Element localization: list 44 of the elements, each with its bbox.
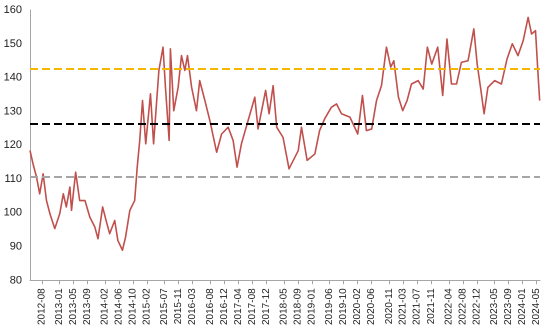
x-tick-label: 2022-04	[443, 288, 454, 326]
y-tick-label: 80	[10, 274, 22, 286]
x-tick-label: 2019-06	[324, 288, 335, 326]
x-tick-label: 2018-05	[278, 288, 290, 326]
x-tick-label: 2016-12	[218, 288, 230, 326]
x-tick-label: 2017-08	[246, 288, 258, 326]
x-tick-label: 2021-07	[412, 288, 423, 326]
x-tick-label: 2020-02	[352, 288, 364, 326]
x-tick-label: 2019-10	[338, 288, 350, 326]
x-tick-label: 2024-05	[531, 288, 542, 326]
x-tick-label: 2021-03	[398, 288, 409, 326]
x-tick-label: 2021-11	[426, 288, 437, 324]
x-tick-label: 2013-05	[68, 288, 79, 326]
y-tick-label: 130	[4, 105, 22, 118]
x-tick-label: 2013-01	[54, 288, 66, 326]
x-tick-label: 2013-09	[82, 288, 94, 326]
y-tick-label: 140	[4, 72, 22, 84]
x-tick-label: 2015-02	[142, 288, 153, 326]
x-tick-label: 2016-08	[204, 288, 216, 326]
x-tick-label: 2022-12	[471, 288, 482, 326]
x-tick-label: 2023-09	[503, 288, 514, 326]
x-tick-label: 2017-04	[232, 288, 244, 326]
y-tick-label: 100	[4, 206, 22, 219]
x-tick-label: 2017-12	[260, 288, 272, 326]
line-series	[29, 16, 540, 252]
x-tick-label: 2014-02	[100, 288, 111, 326]
y-tick-label: 150	[4, 38, 22, 50]
x-tick-label: 2023-05	[488, 288, 500, 326]
x-tick-label: 2015-11	[173, 288, 184, 324]
x-tick-label: 2022-08	[457, 288, 468, 326]
x-tick-label: 2016-03	[187, 288, 198, 326]
y-tick-label: 90	[10, 240, 22, 253]
y-tick-label: 120	[4, 139, 22, 152]
y-tick-label: 160	[4, 4, 22, 16]
x-tick-label: 2014-06	[113, 288, 124, 326]
y-tick-label: 110	[4, 172, 22, 185]
x-tick-label: 2012-08	[36, 288, 48, 326]
x-tick-label: 2020-11	[384, 288, 395, 324]
x-tick-label: 2014-10	[128, 288, 139, 326]
x-tick-label: 2015-07	[159, 288, 170, 326]
x-tick-label: 2020-06	[366, 288, 378, 326]
x-tick-label: 2019-01	[306, 288, 318, 326]
x-tick-label: 2018-09	[292, 288, 304, 326]
x-tick-label: 2024-01	[517, 288, 528, 326]
